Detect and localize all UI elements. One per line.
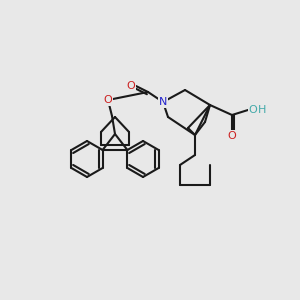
Text: O: O xyxy=(103,95,112,105)
Text: O: O xyxy=(228,131,236,141)
Text: O: O xyxy=(127,81,135,91)
Text: O: O xyxy=(249,105,257,115)
Text: N: N xyxy=(159,97,167,107)
Text: H: H xyxy=(258,105,266,115)
